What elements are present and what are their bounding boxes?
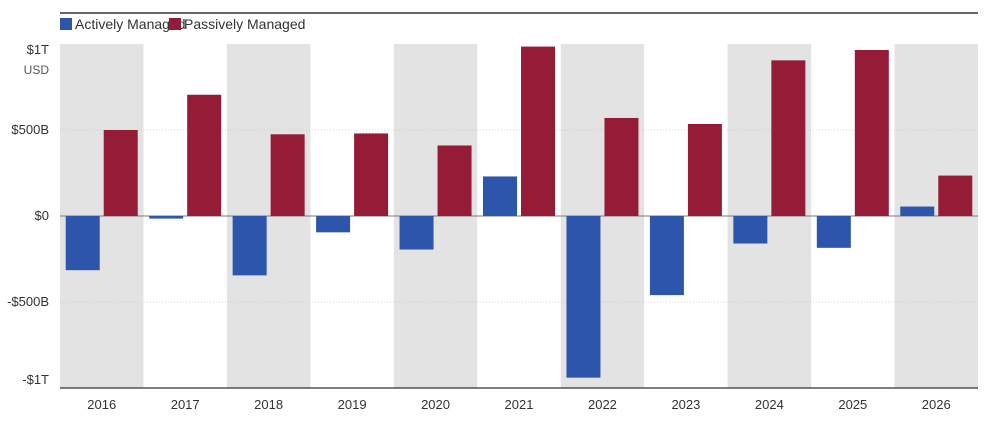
bar-actively-managed-2024	[733, 216, 768, 244]
x-tick-label-2019: 2019	[338, 397, 367, 412]
x-tick-label-2025: 2025	[838, 397, 867, 412]
bar-actively-managed-2021	[483, 176, 517, 216]
bar-passively-managed-2026	[938, 175, 973, 216]
x-tick-label-2024: 2024	[755, 397, 784, 412]
bar-passively-managed-2021	[521, 46, 555, 216]
y-tick-label: $0	[35, 208, 49, 223]
bar-passively-managed-2025	[854, 50, 889, 216]
legend-swatch-actively-managed	[60, 18, 72, 30]
legend-swatch-passively-managed	[169, 18, 181, 30]
bar-actively-managed-2019	[316, 216, 351, 233]
x-tick-label-2017: 2017	[171, 397, 200, 412]
bar-passively-managed-2022	[604, 117, 639, 216]
bar-actively-managed-2023	[649, 216, 684, 296]
y-tick-label: -$500B	[7, 294, 49, 309]
x-axis: 2016 2017 2018 2019 2020 2021 2022 2023 2024 2025…	[60, 387, 978, 412]
bars	[65, 46, 973, 378]
x-tick-label-2018: 2018	[254, 397, 283, 412]
bar-passively-managed-2023	[687, 123, 722, 216]
legend-label-actively-managed: Actively Managed	[75, 16, 186, 32]
bar-passively-managed-2024	[771, 60, 806, 217]
bar-passively-managed-2017	[187, 94, 222, 216]
bar-actively-managed-2018	[232, 216, 267, 276]
bar-passively-managed-2016	[103, 130, 138, 216]
bar-passively-managed-2019	[354, 133, 389, 216]
legend: Actively Managed Passively Managed	[60, 12, 978, 32]
bar-actively-managed-2016	[65, 216, 100, 271]
bar-actively-managed-2026	[900, 206, 935, 216]
y-tick-label: $500B	[11, 122, 49, 137]
y-unit-label: USD	[24, 63, 50, 77]
x-tick-label-2020: 2020	[421, 397, 450, 412]
bar-passively-managed-2018	[270, 134, 305, 216]
bar-actively-managed-2022	[566, 216, 601, 378]
bar-passively-managed-2020	[437, 145, 472, 216]
x-tick-label-2021: 2021	[505, 397, 534, 412]
x-tick-label-2026: 2026	[922, 397, 951, 412]
y-axis: $1T $500B $0 -$500B -$1T	[7, 42, 49, 387]
x-tick-label-2023: 2023	[671, 397, 700, 412]
bar-actively-managed-2020	[399, 216, 434, 250]
y-tick-label: -$1T	[22, 372, 49, 387]
x-tick-label-2022: 2022	[588, 397, 617, 412]
bar-actively-managed-2025	[816, 216, 851, 248]
y-tick-label: $1T	[27, 42, 49, 57]
legend-label-passively-managed: Passively Managed	[184, 16, 305, 32]
x-tick-label-2016: 2016	[87, 397, 116, 412]
bar-actively-managed-2017	[149, 216, 184, 219]
